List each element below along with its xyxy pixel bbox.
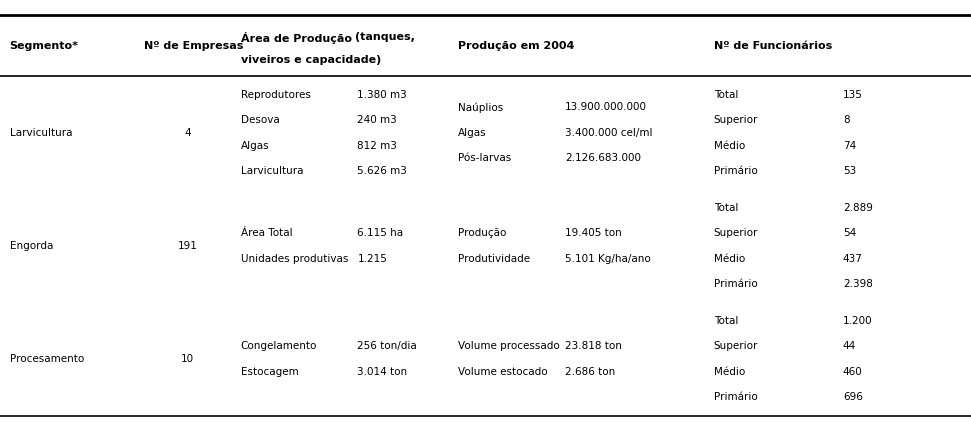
Text: 240 m3: 240 m3 — [357, 115, 397, 125]
Text: Procesamento: Procesamento — [10, 354, 84, 364]
Text: Congelamento: Congelamento — [241, 341, 318, 351]
Text: 5.101 Kg/ha/ano: 5.101 Kg/ha/ano — [565, 254, 651, 264]
Text: Produção em 2004: Produção em 2004 — [458, 41, 575, 50]
Text: Unidades produtivas: Unidades produtivas — [241, 254, 349, 264]
Text: Nº de Empresas: Nº de Empresas — [144, 41, 243, 50]
Text: 2.126.683.000: 2.126.683.000 — [565, 153, 641, 163]
Text: 53: 53 — [843, 166, 856, 176]
Text: 54: 54 — [843, 228, 856, 238]
Text: Primário: Primário — [714, 166, 757, 176]
Text: Naúplios: Naúplios — [458, 102, 504, 113]
Text: Produção: Produção — [458, 228, 507, 238]
Text: 3.400.000 cel/ml: 3.400.000 cel/ml — [565, 128, 653, 138]
Text: Engorda: Engorda — [10, 241, 53, 251]
Text: 1.215: 1.215 — [357, 254, 387, 264]
Text: 135: 135 — [843, 90, 862, 100]
Text: 23.818 ton: 23.818 ton — [565, 341, 622, 351]
Text: 74: 74 — [843, 141, 856, 151]
Text: 5.626 m3: 5.626 m3 — [357, 166, 407, 176]
Text: Primário: Primário — [714, 392, 757, 402]
Text: 19.405 ton: 19.405 ton — [565, 228, 621, 238]
Text: 2.398: 2.398 — [843, 279, 873, 289]
Text: 6.115 ha: 6.115 ha — [357, 228, 404, 238]
Text: 812 m3: 812 m3 — [357, 141, 397, 151]
Text: Médio: Médio — [714, 141, 745, 151]
Text: 437: 437 — [843, 254, 862, 264]
Text: Total: Total — [714, 203, 738, 213]
Text: Superior: Superior — [714, 115, 758, 125]
Text: 256 ton/dia: 256 ton/dia — [357, 341, 418, 351]
Text: 44: 44 — [843, 341, 856, 351]
Text: Volume processado: Volume processado — [458, 341, 560, 351]
Text: 4: 4 — [184, 128, 190, 138]
Text: Área de Produção: Área de Produção — [241, 32, 352, 44]
Text: 1.380 m3: 1.380 m3 — [357, 90, 407, 100]
Text: Área Total: Área Total — [241, 228, 292, 238]
Text: 8: 8 — [843, 115, 850, 125]
Text: Larvicultura: Larvicultura — [241, 166, 303, 176]
Text: viveiros e capacidade): viveiros e capacidade) — [241, 55, 381, 65]
Text: Desova: Desova — [241, 115, 280, 125]
Text: Estocagem: Estocagem — [241, 367, 298, 377]
Text: Nº de Funcionários: Nº de Funcionários — [714, 41, 832, 50]
Text: 696: 696 — [843, 392, 862, 402]
Text: 460: 460 — [843, 367, 862, 377]
Text: Total: Total — [714, 316, 738, 326]
Text: Total: Total — [714, 90, 738, 100]
Text: 2.686 ton: 2.686 ton — [565, 367, 616, 377]
Text: Volume estocado: Volume estocado — [458, 367, 548, 377]
Text: (tanques,: (tanques, — [355, 32, 416, 42]
Text: Superior: Superior — [714, 341, 758, 351]
Text: Reprodutores: Reprodutores — [241, 90, 311, 100]
Text: 2.889: 2.889 — [843, 203, 873, 213]
Text: Produtividade: Produtividade — [458, 254, 530, 264]
Text: Superior: Superior — [714, 228, 758, 238]
Text: Primário: Primário — [714, 279, 757, 289]
Text: Segmento*: Segmento* — [10, 41, 79, 50]
Text: Algas: Algas — [458, 128, 486, 138]
Text: 13.900.000.000: 13.900.000.000 — [565, 103, 647, 112]
Text: Larvicultura: Larvicultura — [10, 128, 72, 138]
Text: 191: 191 — [178, 241, 197, 251]
Text: 3.014 ton: 3.014 ton — [357, 367, 408, 377]
Text: Médio: Médio — [714, 254, 745, 264]
Text: Algas: Algas — [241, 141, 269, 151]
Text: 10: 10 — [181, 354, 194, 364]
Text: Pós-larvas: Pós-larvas — [458, 153, 512, 163]
Text: 1.200: 1.200 — [843, 316, 873, 326]
Text: Médio: Médio — [714, 367, 745, 377]
